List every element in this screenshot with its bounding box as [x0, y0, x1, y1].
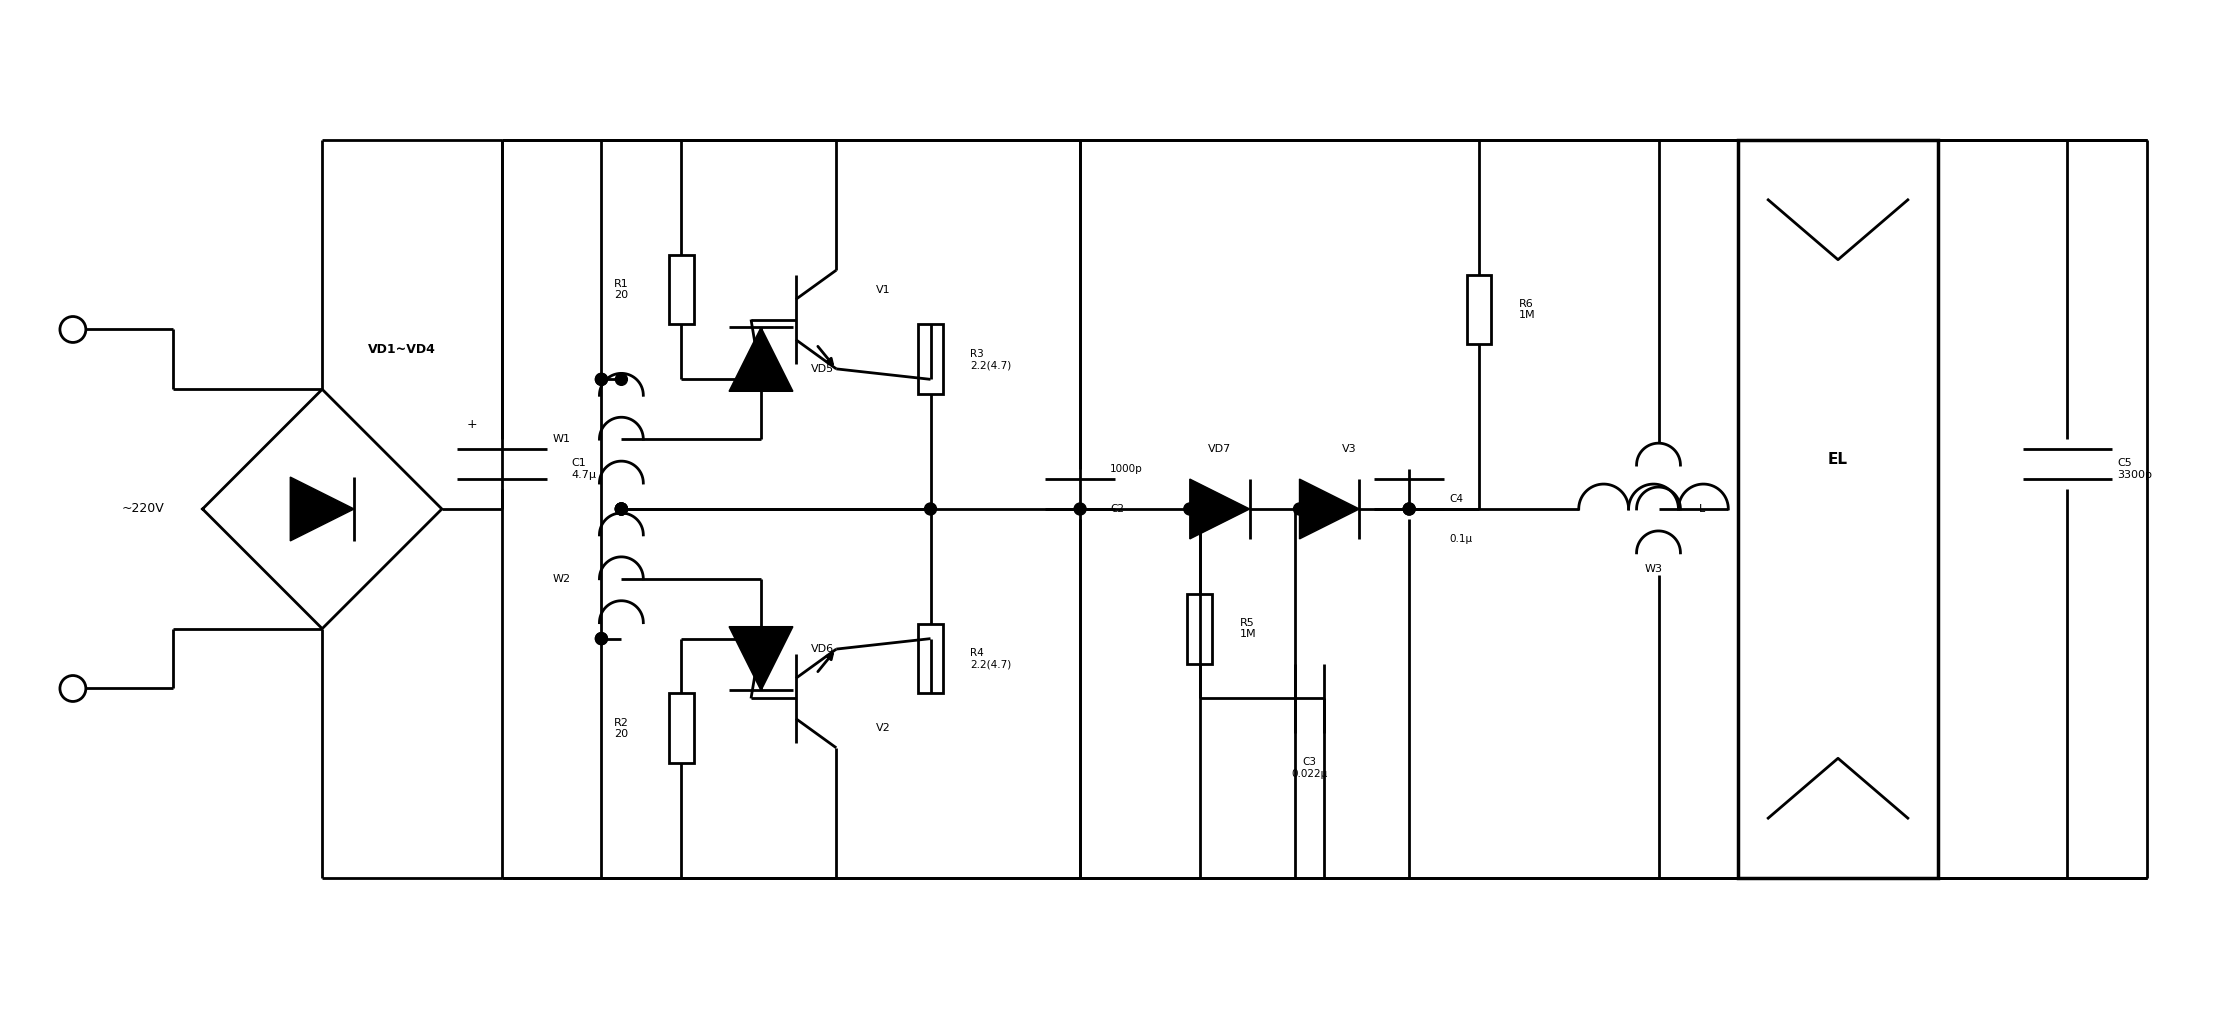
Bar	[669, 254, 693, 325]
Bar	[1467, 274, 1492, 344]
Text: 0.1μ: 0.1μ	[1450, 534, 1472, 544]
Circle shape	[1183, 503, 1197, 515]
Polygon shape	[291, 477, 353, 541]
Text: W1: W1	[553, 434, 570, 444]
Text: C2: C2	[1110, 503, 1123, 514]
Circle shape	[1403, 503, 1416, 515]
Circle shape	[615, 503, 626, 515]
Text: R6
1M: R6 1M	[1519, 299, 1535, 320]
Bar	[917, 624, 944, 693]
Text: 1000p: 1000p	[1110, 464, 1143, 474]
Text: C3
0.022μ: C3 0.022μ	[1291, 758, 1327, 779]
Text: EL: EL	[1828, 452, 1848, 466]
Bar	[1738, 140, 1937, 878]
Text: C5
3300p: C5 3300p	[2116, 458, 2152, 480]
Text: VD7: VD7	[1208, 444, 1230, 454]
Circle shape	[1293, 503, 1306, 515]
Circle shape	[615, 503, 626, 515]
Polygon shape	[1190, 479, 1250, 539]
Text: R5
1M: R5 1M	[1239, 618, 1257, 640]
Text: VD5: VD5	[810, 364, 834, 374]
Text: W3: W3	[1644, 564, 1662, 574]
Text: V2: V2	[877, 723, 890, 734]
Circle shape	[615, 503, 626, 515]
Circle shape	[595, 373, 608, 385]
Text: VD1~VD4: VD1~VD4	[369, 343, 436, 356]
Bar	[917, 325, 944, 395]
Text: V1: V1	[877, 285, 890, 295]
Circle shape	[615, 503, 626, 515]
Polygon shape	[729, 627, 792, 690]
Text: R2
20: R2 20	[613, 717, 629, 740]
Text: C1
4.7μ: C1 4.7μ	[570, 458, 597, 480]
Circle shape	[595, 633, 608, 645]
Text: R3
2.2(4.7): R3 2.2(4.7)	[971, 348, 1011, 370]
Bar	[669, 693, 693, 763]
Text: C4: C4	[1450, 494, 1463, 504]
Text: +: +	[468, 418, 476, 431]
Circle shape	[595, 633, 608, 645]
Circle shape	[1403, 503, 1416, 515]
Polygon shape	[729, 328, 792, 391]
Text: ~220V: ~220V	[121, 502, 163, 516]
Circle shape	[1074, 503, 1087, 515]
Text: V3: V3	[1342, 444, 1356, 454]
Circle shape	[595, 373, 608, 385]
Polygon shape	[1300, 479, 1360, 539]
Text: R4
2.2(4.7): R4 2.2(4.7)	[971, 648, 1011, 669]
Text: W2: W2	[553, 574, 570, 584]
Text: R1
20: R1 20	[613, 278, 629, 301]
Text: L: L	[1698, 503, 1705, 514]
Text: VD6: VD6	[810, 644, 834, 654]
Circle shape	[615, 373, 626, 385]
Bar	[1188, 593, 1212, 664]
Circle shape	[924, 503, 937, 515]
